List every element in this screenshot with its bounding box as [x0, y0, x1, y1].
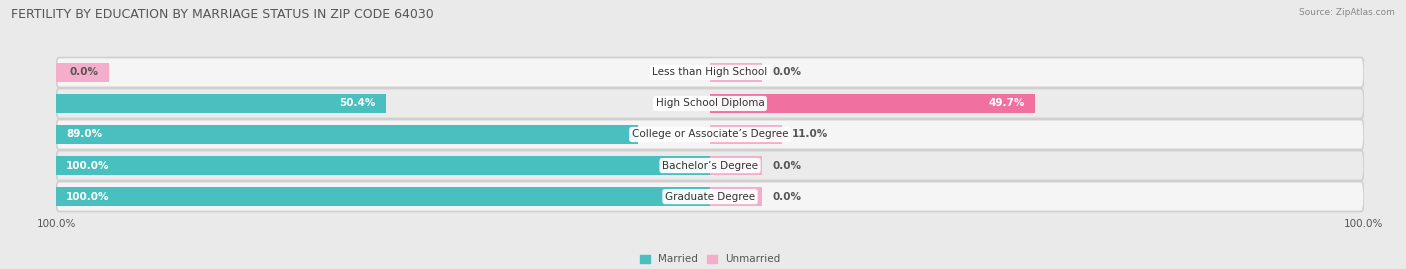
Text: 0.0%: 0.0%	[772, 68, 801, 77]
Text: College or Associate’s Degree: College or Associate’s Degree	[631, 129, 789, 140]
Text: 0.0%: 0.0%	[70, 68, 98, 77]
Text: 0.0%: 0.0%	[772, 161, 801, 171]
Text: 49.7%: 49.7%	[988, 98, 1025, 108]
Bar	[710, 187, 762, 206]
Bar	[56, 94, 385, 113]
FancyBboxPatch shape	[56, 120, 1364, 149]
FancyBboxPatch shape	[56, 182, 1364, 211]
Bar	[710, 63, 762, 82]
Text: 11.0%: 11.0%	[792, 129, 828, 140]
Bar	[710, 156, 762, 175]
Text: FERTILITY BY EDUCATION BY MARRIAGE STATUS IN ZIP CODE 64030: FERTILITY BY EDUCATION BY MARRIAGE STATU…	[11, 8, 434, 21]
FancyBboxPatch shape	[56, 151, 1364, 180]
Text: High School Diploma: High School Diploma	[655, 98, 765, 108]
Text: 100.0%: 100.0%	[66, 192, 110, 201]
Text: Graduate Degree: Graduate Degree	[665, 192, 755, 201]
Legend: Married, Unmarried: Married, Unmarried	[637, 252, 783, 267]
Bar	[56, 125, 638, 144]
FancyBboxPatch shape	[56, 58, 1364, 87]
FancyBboxPatch shape	[56, 89, 1364, 118]
Bar	[56, 63, 108, 82]
Text: 89.0%: 89.0%	[66, 129, 103, 140]
Text: Source: ZipAtlas.com: Source: ZipAtlas.com	[1299, 8, 1395, 17]
Text: Bachelor’s Degree: Bachelor’s Degree	[662, 161, 758, 171]
Bar	[710, 94, 1035, 113]
Text: 100.0%: 100.0%	[66, 161, 110, 171]
Bar	[56, 156, 710, 175]
Text: Less than High School: Less than High School	[652, 68, 768, 77]
Bar	[710, 125, 782, 144]
Bar	[56, 187, 710, 206]
Text: 50.4%: 50.4%	[340, 98, 375, 108]
Text: 0.0%: 0.0%	[772, 192, 801, 201]
